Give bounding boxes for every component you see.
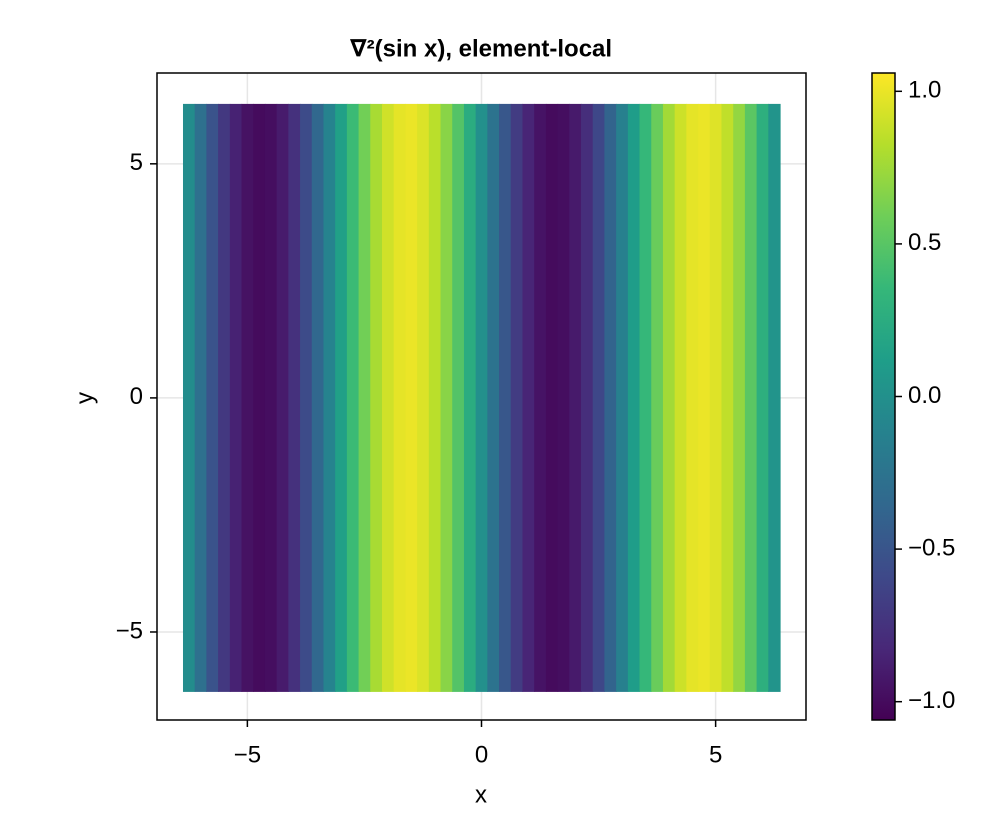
y-axis-label: y xyxy=(71,392,98,404)
heatmap-cell xyxy=(698,103,711,692)
colorbar xyxy=(871,72,896,721)
heatmap-cell xyxy=(721,103,734,692)
heatmap-cell xyxy=(756,103,769,692)
heatmap-cell xyxy=(381,103,395,692)
colorbar-tick-label: 0.0 xyxy=(908,382,941,409)
heatmap-cell xyxy=(452,103,465,692)
heatmap-cell xyxy=(288,103,301,692)
chart-title: ∇²(sin x), element-local xyxy=(350,35,612,62)
heatmap-cell xyxy=(405,103,418,692)
heatmap-cell xyxy=(733,103,746,692)
heatmap-cell xyxy=(346,103,360,692)
x-tick-label: 0 xyxy=(475,741,488,768)
y-tick-label: 0 xyxy=(130,383,143,410)
y-tick-label: 5 xyxy=(130,149,143,176)
heatmap-cell xyxy=(463,103,477,692)
heatmap-cell xyxy=(604,103,617,692)
heatmap-cell xyxy=(545,103,559,692)
heatmap-cell xyxy=(370,103,383,692)
heatmap-cell xyxy=(300,103,313,692)
heatmap-cell xyxy=(627,103,641,692)
heatmap-cell xyxy=(534,103,547,692)
colorbar-tick-label: 1.0 xyxy=(908,77,941,104)
heatmap-cell xyxy=(182,103,196,692)
heatmap-cell xyxy=(417,103,430,692)
heatmap-cell xyxy=(510,103,524,692)
heatmap-cell xyxy=(194,103,208,692)
heatmap-cell xyxy=(744,103,758,692)
heatmap-cell xyxy=(768,103,781,692)
heatmap-cell xyxy=(311,103,325,692)
y-tick-label: −5 xyxy=(116,617,143,644)
colorbar-tick-label: 0.5 xyxy=(908,229,941,256)
heatmap-cell xyxy=(557,103,570,692)
heatmap-cell xyxy=(592,103,606,692)
heatmap-cell xyxy=(276,103,289,692)
heatmap-cell xyxy=(475,103,488,692)
heatmap-cell xyxy=(358,103,371,692)
heatmap-cell xyxy=(335,103,348,692)
heatmap-cell xyxy=(709,103,723,692)
heatmap-cell xyxy=(253,103,266,692)
heatmap-cell xyxy=(393,103,407,692)
heatmap-cell xyxy=(522,103,535,692)
heatmap-cell xyxy=(218,103,231,692)
heatmap-cell xyxy=(569,103,582,692)
heatmap-cell xyxy=(616,103,629,692)
heatmap-cell xyxy=(264,103,278,692)
heatmap-cell xyxy=(581,103,594,692)
x-tick-label: 5 xyxy=(709,741,722,768)
heatmap-cell xyxy=(206,103,219,692)
heatmap-cell xyxy=(686,103,699,692)
heatmap-cell xyxy=(662,103,676,692)
heatmap-cell xyxy=(323,103,336,692)
x-tick-label: −5 xyxy=(234,741,261,768)
heatmap-cell xyxy=(440,103,453,692)
colorbar-tick-label: −1.0 xyxy=(908,687,955,714)
heatmap-cell xyxy=(499,103,512,692)
heatmap-cell xyxy=(229,103,243,692)
x-axis-label: x xyxy=(475,781,487,808)
heatmap xyxy=(182,103,781,692)
heatmap-cell xyxy=(639,103,652,692)
heatmap-cell xyxy=(428,103,442,692)
heatmap-cell xyxy=(487,103,500,692)
heatmap-cell xyxy=(674,103,687,692)
colorbar-tick-label: −0.5 xyxy=(908,534,955,561)
ticks: −5 0 5 −5 0 5 −1.0 −0.5 0.0 0.5 1.0 xyxy=(116,77,956,769)
heatmap-cell xyxy=(241,103,254,692)
heatmap-cell xyxy=(651,103,664,692)
